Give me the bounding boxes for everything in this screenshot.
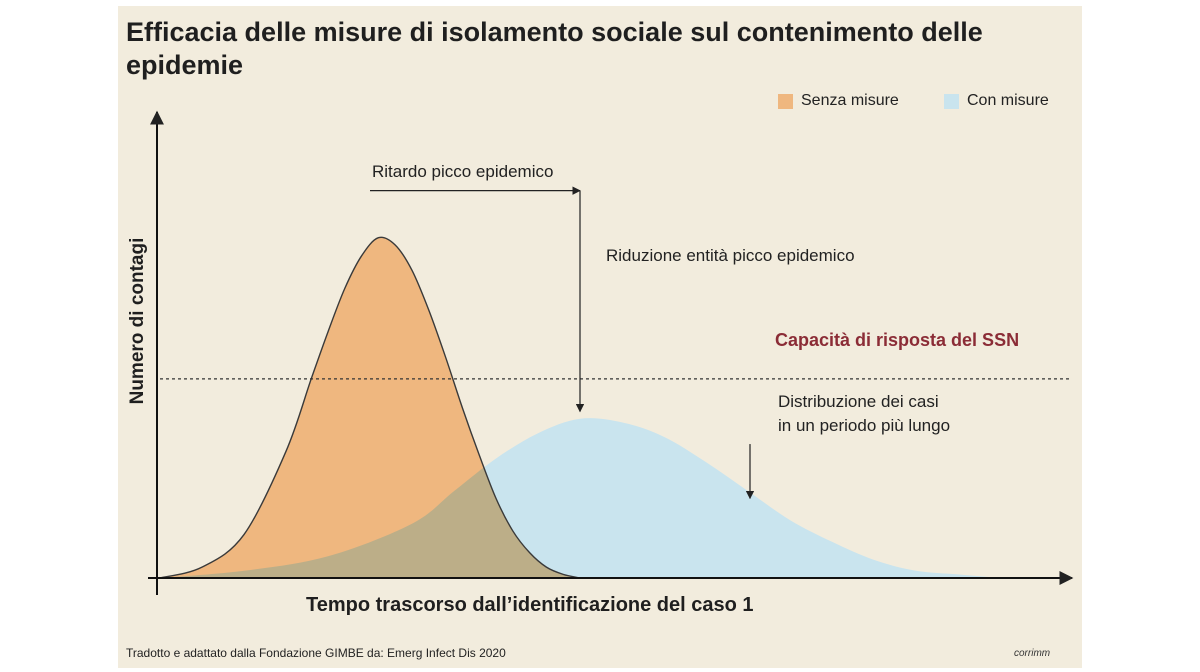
source-note: Tradotto e adattato dalla Fondazione GIM… <box>126 646 506 660</box>
annotation-ritardo-picco: Ritardo picco epidemico <box>372 162 554 181</box>
y-axis-label: Numero di contagi <box>127 237 148 405</box>
line-senza-misure <box>159 236 581 579</box>
legend-item-senza-misure: Senza misure <box>778 92 899 110</box>
legend-label-con-misure: Con misure <box>967 92 1049 109</box>
chart-title: Efficacia delle misure di isolamento soc… <box>126 17 983 80</box>
legend-item-con-misure: Con misure <box>944 92 1049 110</box>
legend-swatch-senza-misure <box>778 93 793 109</box>
annotation-riduzione-picco: Riduzione entità picco epidemico <box>606 246 855 265</box>
capacity-line-label: Capacità di risposta del SSN <box>775 330 1020 350</box>
brand-logo: corrimm <box>1014 648 1051 659</box>
x-axis-label: Tempo trascorso dall’identificazione del… <box>306 594 754 616</box>
legend-swatch-con-misure <box>944 93 959 109</box>
annotation-distribuzione-1: Distribuzione dei casi <box>778 392 939 411</box>
legend-label-senza-misure: Senza misure <box>801 92 899 109</box>
annotation-distribuzione-2: in un periodo più lungo <box>778 416 951 435</box>
area-con-misure <box>160 418 1000 578</box>
